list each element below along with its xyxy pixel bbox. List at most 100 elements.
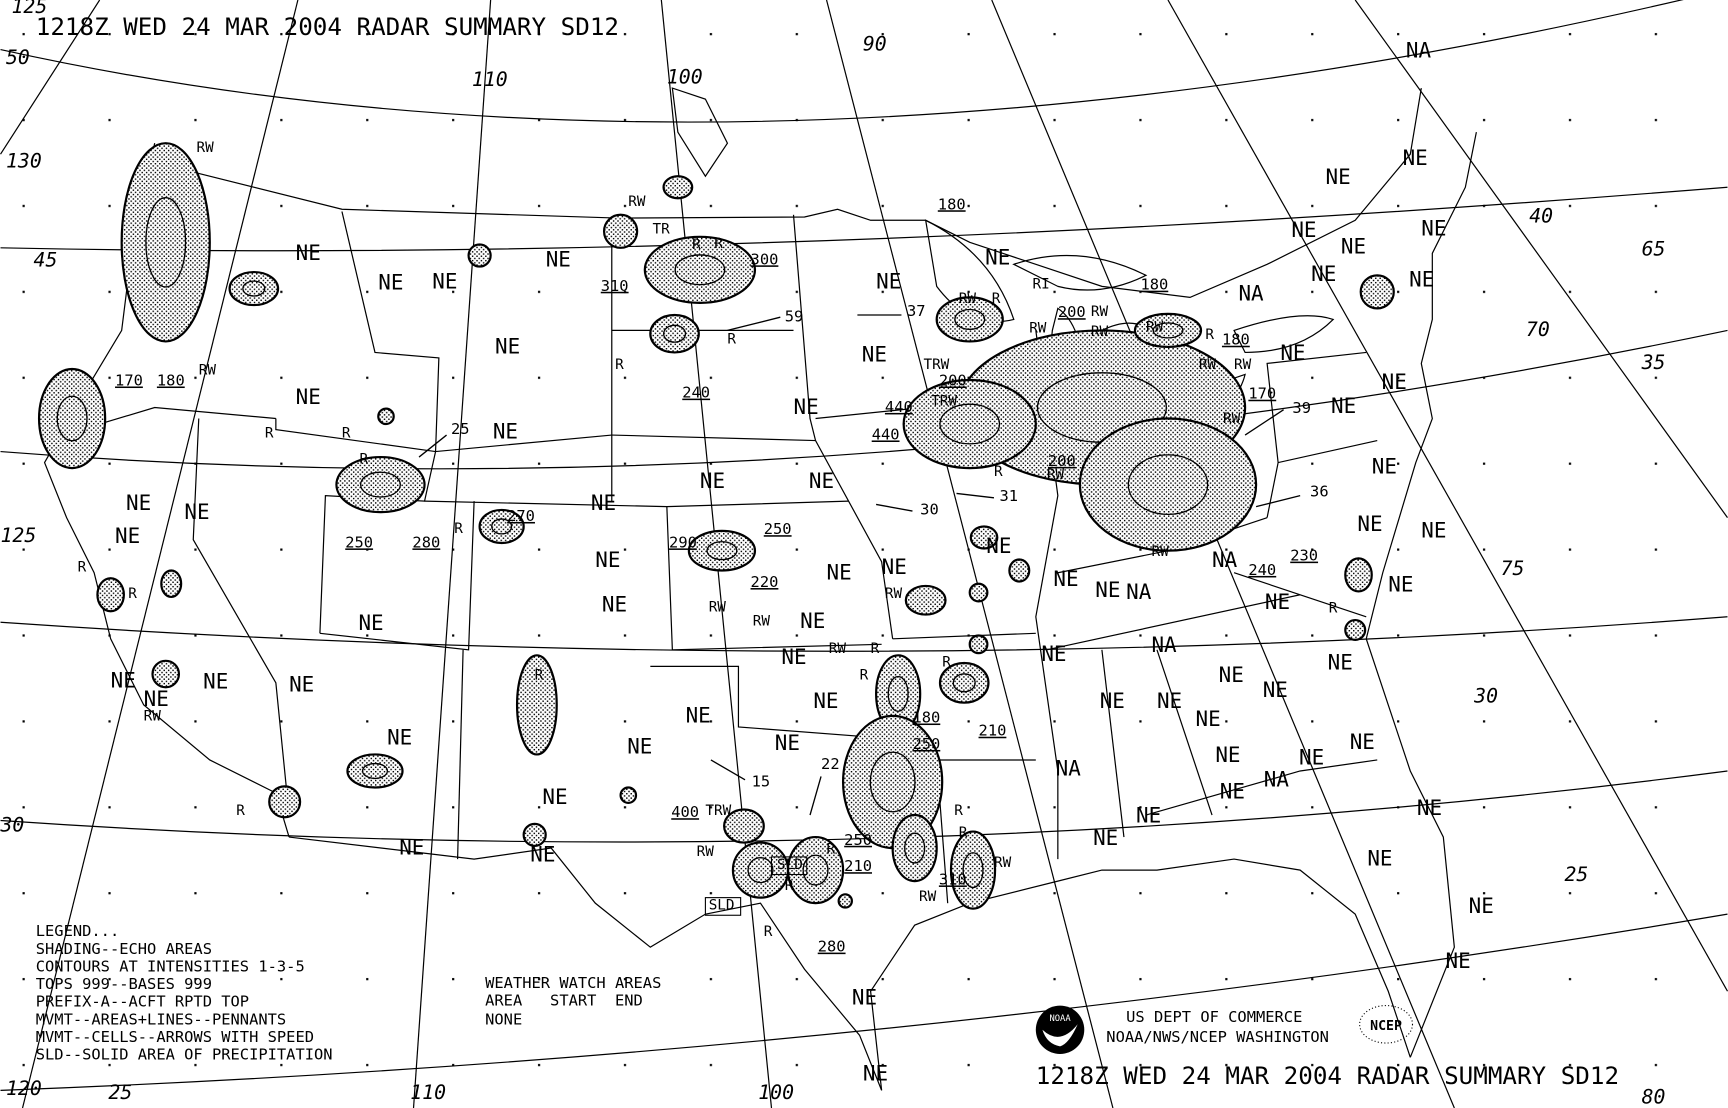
echo-top: 270 [507,507,535,525]
movement-arrow [1255,494,1301,508]
echo-top: 210 [844,857,872,875]
precip-type: R [128,586,137,602]
station-label: NE [1421,518,1446,542]
echo-top: 180 [938,195,966,213]
precip-type: RW [1199,357,1217,373]
station-label: NE [781,645,806,669]
precip-type: R [871,641,880,657]
cell-speed: 36 [1310,483,1329,501]
precip-type: RW [885,586,903,602]
echo-area [902,378,1037,470]
station-label: NA [1151,633,1177,657]
station-label: NA [1056,756,1082,780]
precip-type: R [265,425,274,441]
grid-label: 90 [863,33,887,56]
station-label: NA [1238,282,1264,306]
echo-top: 250 [764,520,792,538]
intensity-contour [491,518,513,535]
echo-area [1344,557,1373,593]
precip-type: RW [1151,544,1169,560]
precip-type: R [764,924,773,940]
station-label: NE [1331,394,1356,418]
precip-type: R [454,521,463,537]
station-label: NE [1263,678,1288,702]
legend-line: SLD--SOLID AREA OF PRECIPITATION [36,1046,333,1064]
station-label: NE [296,385,321,409]
echo-area [160,569,183,599]
echo-area [467,243,492,268]
station-label: NE [111,668,136,692]
watch-heading: WEATHER WATCH AREAS [485,974,661,992]
station-label: NE [1357,512,1382,536]
precip-type: RW [628,194,646,210]
echo-area [478,508,525,545]
station-label: NE [1053,567,1078,591]
station-label: NE [1093,826,1118,850]
sld-label: SLD [709,898,735,914]
station-label: NE [203,669,228,693]
legend-line: MVMT--CELLS--ARROWS WITH SPEED [36,1028,314,1046]
echo-top: 220 [751,573,779,591]
movement-arrow [875,503,913,512]
echo-area [268,785,302,819]
echo-top: 200 [1048,452,1076,470]
echo-area [687,529,757,572]
echo-area [949,830,997,910]
precip-type: R [692,237,701,253]
precip-type: RW [199,362,217,378]
legend-line: PREFIX-A--ACFT RPTD TOP [36,993,249,1011]
station-label: NE [985,245,1010,269]
echo-area [515,654,558,756]
station-label: NE [1157,689,1182,713]
title-top: 1218Z WED 24 MAR 2004 RADAR SUMMARY SD12 [36,13,619,41]
station-label: NE [591,491,616,515]
echo-areas [37,142,1395,910]
station-label: NE [1095,578,1120,602]
grid-label: 50 [6,46,30,69]
intensity-contour [747,857,774,884]
grid-label: 80 [1642,1086,1666,1108]
echo-area [837,893,853,909]
echo-area [346,753,404,789]
legend-heading: LEGEND... [36,922,119,940]
precip-type: RW [1146,320,1164,336]
grid-label: 125 [1,524,37,547]
precip-type: RW [1091,304,1109,320]
precip-type: RI [1033,277,1050,293]
intensity-contour [145,197,187,288]
sld-label: SLD [777,857,803,873]
station-label: NE [546,248,571,272]
echo-top: 300 [751,250,779,268]
precip-type: TRW [923,357,949,373]
echo-top: 280 [412,533,440,551]
station-label: NE [126,491,151,515]
precip-type: R [360,452,369,468]
station-label: NE [1469,894,1494,918]
credits: NOAA US DEPT OF COMMERCE NOAA/NWS/NCEP W… [1035,1005,1414,1055]
legend-line: SHADING--ECHO AREAS [36,940,212,958]
station-label: NE [289,673,314,697]
precip-type: RW [959,291,977,307]
station-label: NE [1041,642,1066,666]
svg-text:NOAA: NOAA [1049,1014,1071,1024]
station-label: NE [1311,262,1336,286]
precip-type: R [1329,600,1338,616]
sld-box [770,856,808,876]
station-label: NE [852,985,877,1009]
cell-speed: 31 [999,487,1018,505]
grid-label: 65 [1642,238,1666,261]
intensity-contour [662,324,687,343]
echo-top: 400 [671,803,699,821]
station-label: NE [1299,745,1324,769]
echo-area [1359,274,1395,310]
station-label: NE [809,469,834,493]
precip-type: R [615,357,624,373]
station-label: NE [399,836,424,860]
grid-label: 35 [1641,351,1666,374]
station-label: NE [530,842,555,866]
station-label: NE [115,524,140,548]
echo-top: 210 [979,722,1007,740]
intensity-contour [56,395,88,442]
